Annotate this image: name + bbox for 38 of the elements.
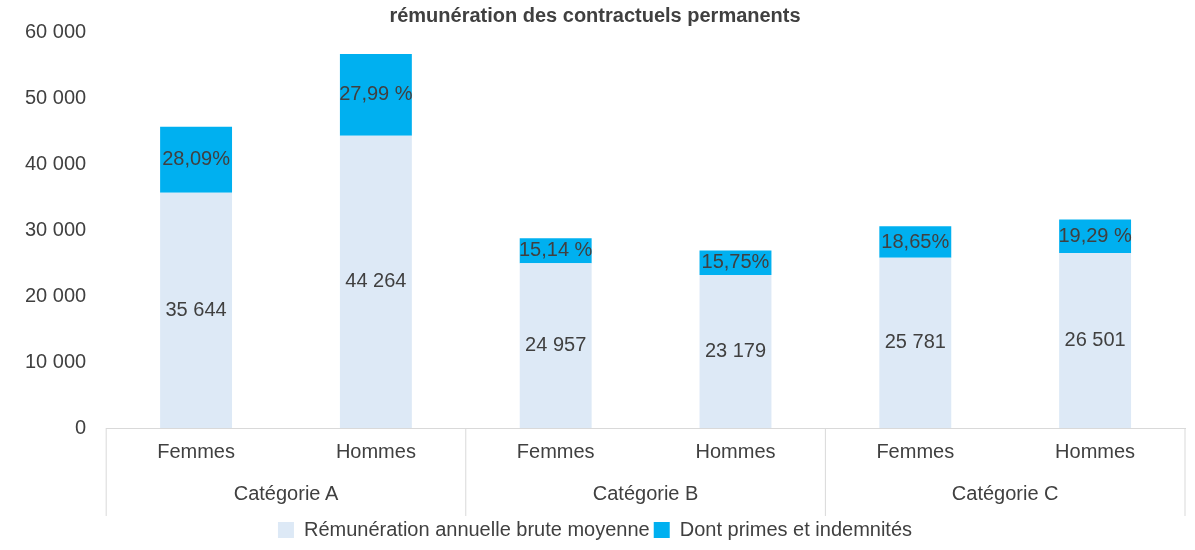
bar [160,192,233,428]
text: Catégorie A [233,481,339,504]
x-tick-label: Hommes [335,439,416,462]
x-tick-label: Hommes [1055,439,1136,462]
annotation: 15,75% [701,250,770,273]
annotation: 28,09% [162,147,231,170]
legend-label: Dont primes et indemnités [679,517,913,540]
annotation: 27,99 % [339,82,413,105]
bar [519,263,592,428]
annotation: 15,14 % [518,238,593,261]
annotation: 19,29 % [1058,223,1133,246]
legend-label: Rémunération annuelle brute moyenne [303,517,650,540]
bar [1059,253,1132,428]
bar [339,54,412,136]
data-label: 44 264 [345,269,407,292]
y-tick-label: 40 000 [25,151,87,174]
y-tick-label: 60 000 [25,19,87,42]
chart-title: rémunération des contractuels permanents [389,3,801,26]
x-tick-label: Femmes [157,439,235,462]
y-tick-label: 30 000 [25,217,87,240]
x-tick-label: Hommes [695,439,776,462]
annotation: 18,65% [881,229,950,252]
data-label: 35 644 [165,297,227,320]
x-tick-label: Femmes [516,439,595,462]
bar [879,257,952,428]
bar [699,275,772,428]
y-tick-label: 10 000 [25,349,87,372]
text: Catégorie C [951,481,1059,504]
y-tick-label: 50 000 [25,85,87,108]
x-tick-label: Femmes [876,439,955,462]
y-tick-label: 0 [75,415,87,438]
text: Catégorie B [592,481,699,504]
data-label: 23 179 [704,339,767,362]
data-label: 24 957 [525,333,587,356]
bar [339,135,412,428]
data-label: 25 781 [884,330,946,353]
data-label: 26 501 [1064,328,1126,351]
y-tick-label: 20 000 [25,283,87,306]
